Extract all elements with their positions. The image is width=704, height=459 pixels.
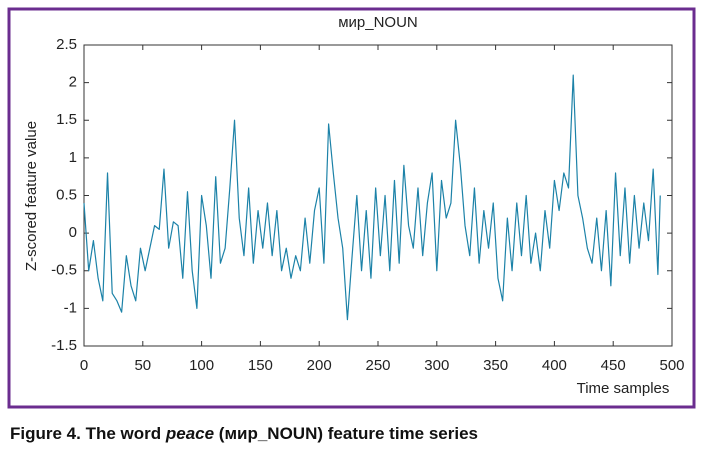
x-tick-label: 450	[601, 357, 626, 374]
y-tick-label: 0.5	[56, 186, 77, 203]
x-tick-label: 50	[134, 357, 151, 374]
x-axis-label: Time samples	[577, 380, 670, 397]
x-tick-label: 300	[424, 357, 449, 374]
y-tick-label: 0	[69, 224, 77, 241]
data-line	[83, 74, 661, 321]
x-tick-label: 400	[542, 357, 567, 374]
figure-frame	[7, 7, 696, 409]
y-tick-label: 1.5	[56, 111, 77, 128]
figure-caption: Figure 4. The word peace (мир_NOUN) feat…	[10, 424, 478, 443]
x-tick-label: 500	[659, 357, 684, 374]
x-tick-label: 200	[307, 357, 332, 374]
y-tick-label: -0.5	[51, 262, 77, 279]
y-axis-label: Z-scored feature value	[23, 121, 40, 271]
chart-title: мир_NOUN	[338, 14, 418, 31]
x-tick-label: 100	[189, 357, 214, 374]
y-tick-label: -1	[64, 299, 77, 316]
x-tick-label: 250	[365, 357, 390, 374]
caption-italic: peace	[165, 424, 214, 443]
y-tick-label: 2	[69, 74, 77, 91]
x-tick-label: 150	[248, 357, 273, 374]
y-tick-label: 1	[69, 149, 77, 166]
y-tick-label: 2.5	[56, 36, 77, 53]
x-tick-label: 0	[80, 357, 88, 374]
x-tick-label: 350	[483, 357, 508, 374]
y-tick-label: -1.5	[51, 337, 77, 354]
caption-prefix: Figure 4. The word	[10, 424, 166, 443]
caption-suffix: (мир_NOUN) feature time series	[214, 424, 478, 443]
plot-box	[83, 44, 673, 347]
